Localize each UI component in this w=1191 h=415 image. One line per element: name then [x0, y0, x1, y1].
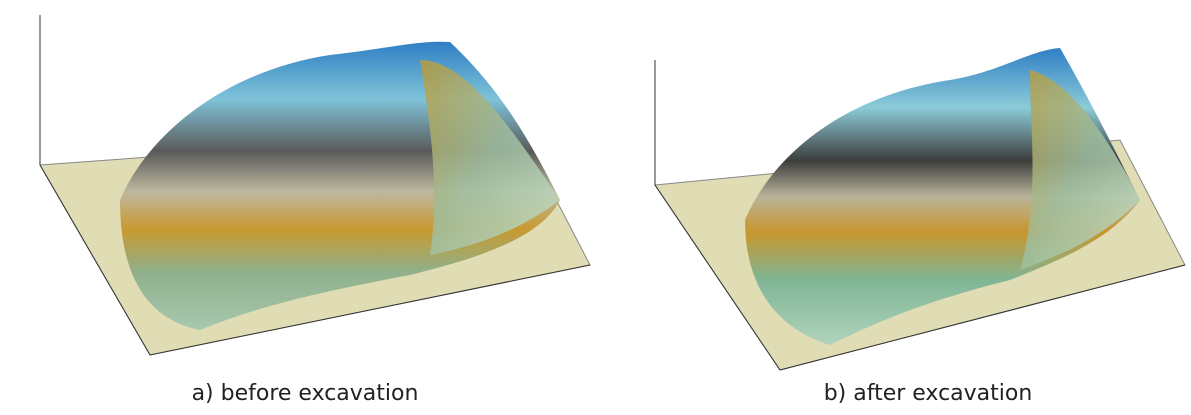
depth-axis	[39, 164, 151, 356]
caption: a) before excavation	[192, 381, 419, 406]
panel-a: a) before excavation	[39, 15, 591, 406]
panel-b: b) after excavation	[654, 48, 1186, 406]
surface-side	[420, 60, 560, 255]
depth-axis	[654, 184, 781, 371]
surface-side	[1020, 70, 1140, 270]
caption: b) after excavation	[824, 381, 1033, 406]
width-axis	[779, 264, 1186, 371]
width-axis	[149, 264, 591, 356]
